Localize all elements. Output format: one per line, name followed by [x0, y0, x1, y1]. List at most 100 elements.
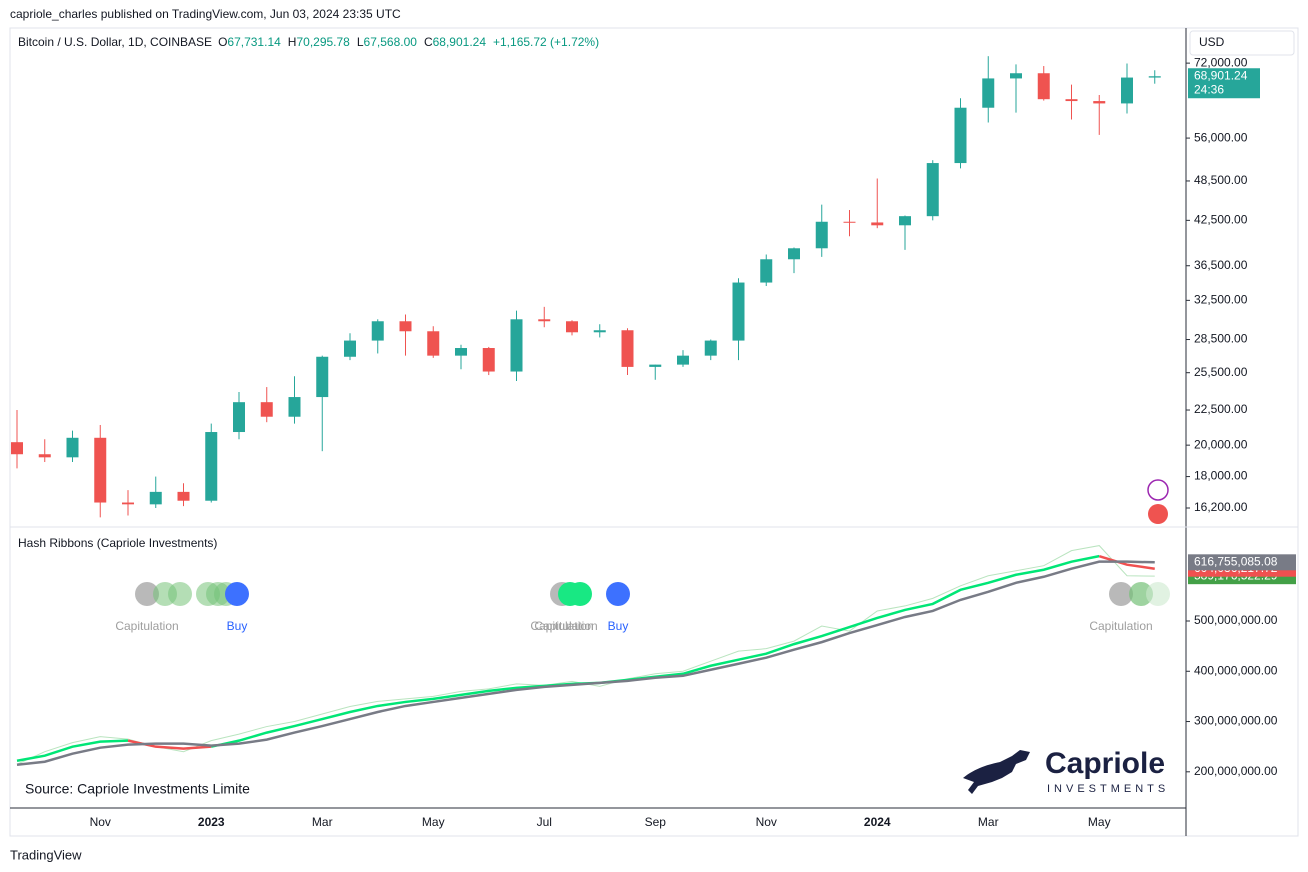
series-line — [16, 560, 1155, 767]
candle-body — [982, 78, 995, 108]
y-tick-label: 16,200.00 — [1194, 500, 1248, 514]
x-tick-label: Mar — [312, 815, 333, 829]
candle-body — [704, 340, 717, 356]
ohlc-key: H — [288, 35, 297, 49]
candle-body — [815, 221, 828, 249]
x-tick-label: May — [1088, 815, 1111, 829]
candle-body — [649, 364, 662, 367]
y-tick-label: 18,000.00 — [1194, 469, 1248, 483]
candle-body — [482, 348, 495, 372]
candle-body — [205, 432, 218, 501]
x-tick-label: Jul — [537, 815, 552, 829]
candle-body — [593, 330, 606, 333]
series-line — [16, 545, 1155, 765]
currency-button[interactable] — [1189, 30, 1295, 56]
event-icon[interactable] — [1148, 504, 1168, 524]
signal-label: Buy — [608, 619, 629, 633]
ohlc-value: 67,731.14 — [227, 35, 281, 49]
candle-body — [177, 491, 190, 501]
candle-body — [427, 331, 440, 356]
candle-body — [455, 348, 467, 356]
x-tick-label: May — [422, 815, 445, 829]
x-tick-label: Mar — [978, 815, 999, 829]
ohlc-value: 70,295.78 — [296, 35, 350, 49]
x-tick-label: 2023 — [198, 815, 225, 829]
candle-body — [1065, 99, 1078, 102]
candle-body — [510, 319, 523, 372]
price-change: +1,165.72 (+1.72%) — [493, 35, 599, 49]
footer-brand: TradingView — [10, 847, 82, 862]
signal-label: Capitulation — [115, 619, 178, 633]
candle-body — [871, 222, 884, 226]
signal-label: Capitulation — [534, 619, 597, 633]
currency[interactable]: USD — [1199, 35, 1225, 49]
signal-dots — [135, 582, 1170, 606]
last-price-tag — [1188, 68, 1260, 99]
candle-body — [538, 319, 551, 322]
symbol-legend: Bitcoin / U.S. Dollar, 1D, COINBASE — [18, 35, 212, 49]
y-tick-label: 36,500.00 — [1194, 258, 1248, 272]
brand-logo — [963, 750, 1030, 794]
ohlc-key: O — [218, 35, 227, 49]
candle-body — [732, 282, 745, 341]
series-line — [1098, 554, 1155, 570]
value-label: 616,755,085.08 — [1194, 554, 1278, 568]
candle-body — [149, 491, 162, 505]
event-icon[interactable] — [1147, 479, 1169, 501]
brand-name: Capriole — [1045, 747, 1165, 780]
candle-body — [233, 402, 245, 433]
y-tick-label: 400,000,000.00 — [1194, 663, 1278, 677]
candle-body — [38, 454, 51, 458]
ohlc-value: 67,568.00 — [364, 35, 418, 49]
candle-body — [926, 163, 939, 217]
y-tick-label: 22,500.00 — [1194, 402, 1248, 416]
candle-body — [621, 330, 634, 367]
candle-body — [566, 321, 578, 333]
candle-body — [1010, 73, 1022, 79]
y-tick-label: 300,000,000.00 — [1194, 714, 1278, 728]
candle-body — [788, 248, 800, 260]
candle-body — [316, 356, 329, 398]
source-note: Source: Capriole Investments Limite — [25, 781, 250, 797]
series-line — [16, 739, 129, 762]
y-tick-label: 56,000.00 — [1194, 130, 1248, 144]
candle-body — [1148, 76, 1161, 78]
candle-body — [760, 259, 773, 283]
y-tick-label: 500,000,000.00 — [1194, 613, 1278, 627]
x-tick-label: Nov — [756, 815, 777, 829]
ohlc-key: L — [357, 35, 364, 49]
signal-label: Capitulation — [1089, 619, 1152, 633]
ohlc-value: 68,901.24 — [433, 35, 487, 49]
candle-body — [94, 437, 107, 503]
candle-body — [1121, 77, 1133, 104]
candle-body — [899, 216, 911, 226]
candle-body — [954, 107, 967, 164]
candle-body — [288, 397, 301, 417]
candle-body — [1093, 101, 1106, 104]
y-tick-label: 20,000.00 — [1194, 437, 1248, 451]
x-tick-label: Nov — [90, 815, 111, 829]
y-tick-label: 28,500.00 — [1194, 332, 1248, 346]
ohlc-key: C — [424, 35, 433, 49]
candle-body — [122, 502, 134, 505]
y-tick-label: 42,500.00 — [1194, 213, 1248, 227]
value-tag — [1188, 554, 1296, 571]
candle-body — [371, 321, 384, 341]
candle-body — [11, 442, 23, 455]
y-tick-label: 200,000,000.00 — [1194, 764, 1278, 778]
y-tick-label: 25,500.00 — [1194, 365, 1248, 379]
last-price: 68,901.24 — [1194, 68, 1248, 82]
brand-subtitle: INVESTMENTS — [1047, 783, 1169, 795]
signal-label: Capitulation — [530, 619, 593, 633]
y-tick-label: 72,000.00 — [1194, 55, 1248, 69]
x-tick-label: 2024 — [864, 815, 891, 829]
candle-body — [677, 355, 689, 365]
signal-label: Buy — [227, 619, 248, 633]
countdown: 24:36 — [1194, 82, 1224, 96]
candle-body — [66, 437, 79, 458]
candle-body — [399, 321, 412, 332]
series-line — [210, 554, 1100, 748]
